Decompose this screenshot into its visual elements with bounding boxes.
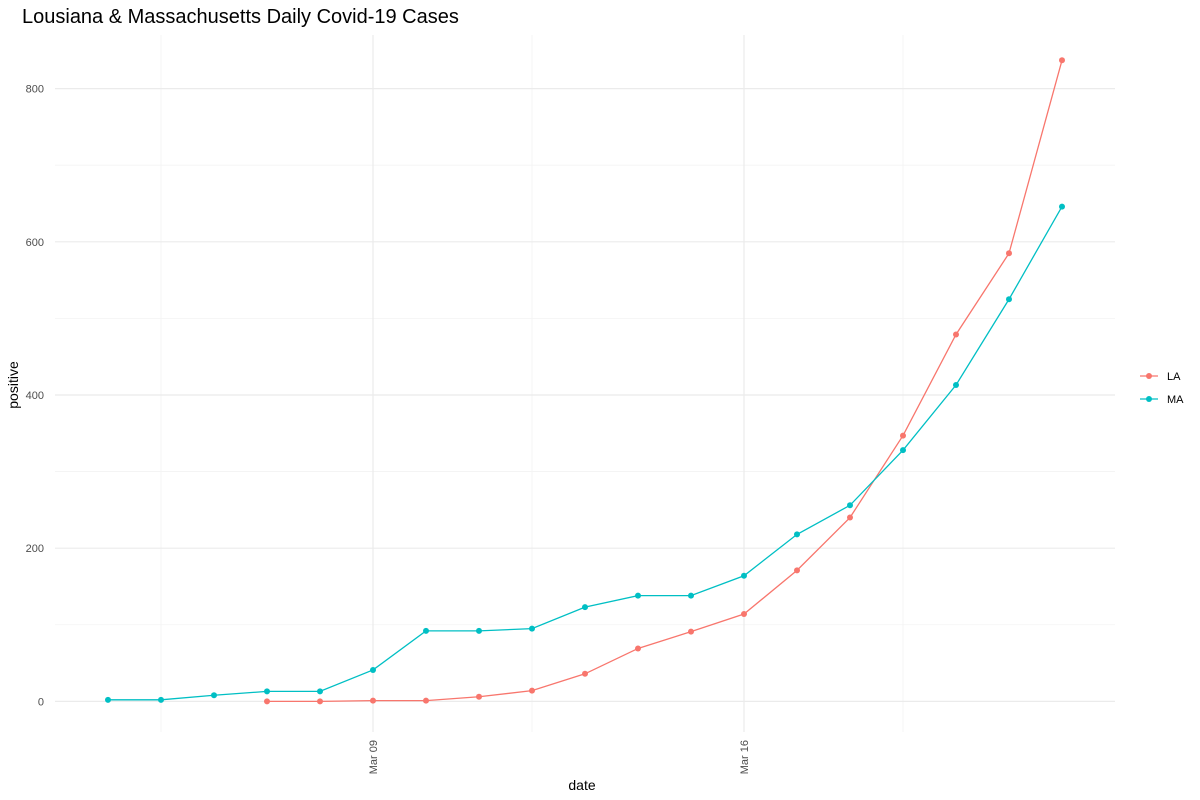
legend-key-point xyxy=(1146,373,1152,379)
series-line-la xyxy=(267,60,1063,703)
data-point-ma xyxy=(105,696,111,703)
legend-key-point xyxy=(1146,396,1152,402)
data-point-ma xyxy=(1006,296,1012,303)
data-point-la xyxy=(688,628,694,635)
data-point-la xyxy=(476,693,482,700)
data-point-la xyxy=(635,645,641,652)
data-point-la xyxy=(370,697,376,704)
data-point-ma xyxy=(900,447,906,454)
y-axis-title: positive xyxy=(5,361,21,409)
chart-title: Lousiana & Massachusetts Daily Covid-19 … xyxy=(22,6,459,28)
data-point-ma xyxy=(1059,203,1065,210)
data-point-ma xyxy=(688,592,694,599)
data-point-la xyxy=(529,687,535,694)
legend-label: MA xyxy=(1167,394,1184,406)
data-point-ma xyxy=(423,627,429,634)
y-tick-label: 800 xyxy=(26,84,44,96)
data-point-ma xyxy=(953,382,959,389)
x-axis-ticks: Mar 09 Mar 16 xyxy=(368,740,751,774)
data-point-ma xyxy=(847,502,853,509)
data-point-la xyxy=(953,331,959,338)
series-la xyxy=(264,57,1065,705)
data-point-ma xyxy=(317,688,323,695)
series-layer xyxy=(105,57,1065,705)
x-tick-label: Mar 16 xyxy=(739,740,751,774)
legend: LA MA xyxy=(1140,371,1184,406)
data-point-la xyxy=(741,611,747,618)
data-point-ma xyxy=(741,572,747,579)
legend-item-la: LA xyxy=(1140,371,1181,383)
data-point-ma xyxy=(529,625,535,632)
y-tick-label: 0 xyxy=(38,696,44,708)
data-point-la xyxy=(582,670,588,677)
series-ma xyxy=(105,203,1065,703)
data-point-la xyxy=(900,432,906,439)
y-axis-ticks: 0 200 400 600 800 xyxy=(26,84,44,709)
data-point-la xyxy=(1059,57,1065,64)
y-tick-label: 200 xyxy=(26,543,44,555)
data-point-ma xyxy=(370,666,376,673)
data-point-la xyxy=(794,567,800,574)
legend-item-ma: MA xyxy=(1140,394,1184,406)
data-point-ma xyxy=(158,696,164,703)
legend-label: LA xyxy=(1167,371,1181,383)
data-point-ma xyxy=(635,592,641,599)
data-point-ma xyxy=(794,531,800,538)
data-point-la xyxy=(317,698,323,705)
y-tick-label: 600 xyxy=(26,237,44,249)
x-axis-title: date xyxy=(568,777,595,793)
data-point-ma xyxy=(476,627,482,634)
data-point-la xyxy=(264,698,270,705)
data-point-ma xyxy=(211,692,217,699)
x-tick-label: Mar 09 xyxy=(368,740,380,774)
data-point-ma xyxy=(582,604,588,611)
series-line-ma xyxy=(108,206,1063,701)
data-point-ma xyxy=(264,688,270,695)
data-point-la xyxy=(1006,250,1012,257)
data-point-la xyxy=(847,514,853,521)
y-tick-label: 400 xyxy=(26,390,44,402)
data-point-la xyxy=(423,697,429,704)
